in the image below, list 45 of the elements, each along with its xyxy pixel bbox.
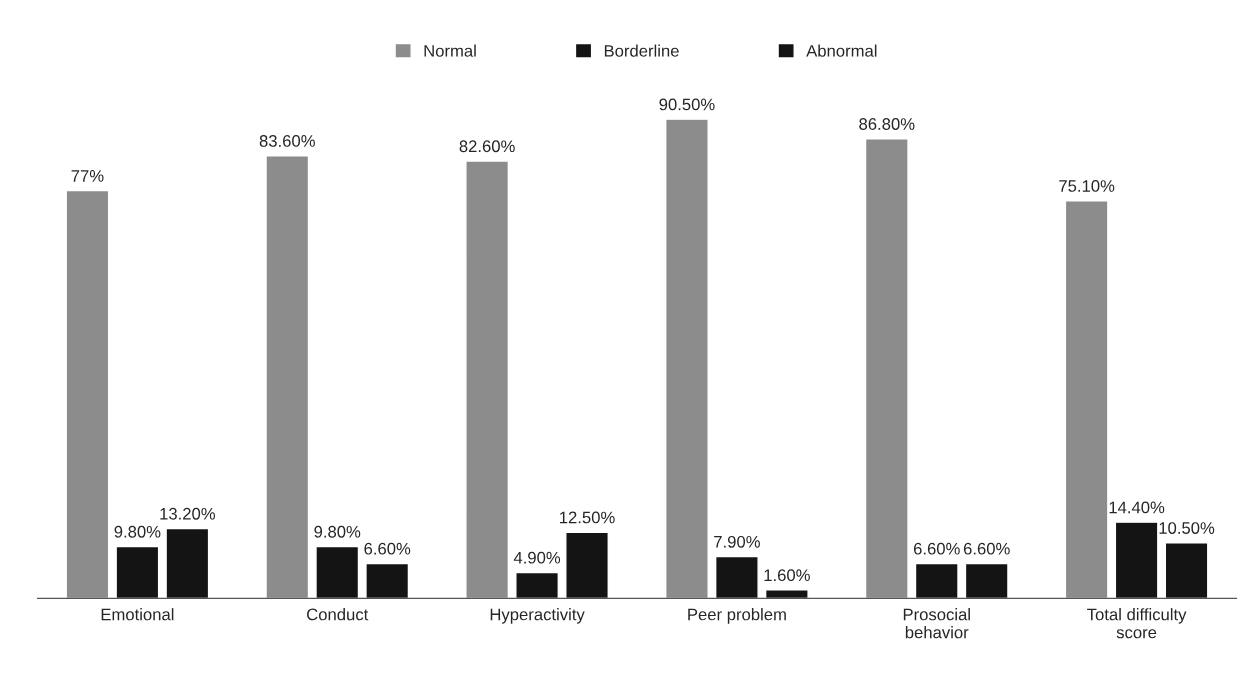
x-tick-label: Hyperactivity [490, 608, 585, 624]
data-label: 82.60% [459, 140, 515, 153]
x-tick-label: Conduct [307, 608, 369, 621]
legend-label: Normal [424, 44, 476, 57]
bar [565, 531, 609, 599]
data-label: 83.60% [259, 135, 315, 147]
data-label: 14.40% [1109, 501, 1165, 514]
bar [764, 589, 809, 599]
data-label: 75.10% [1059, 180, 1115, 192]
bar [315, 545, 360, 599]
bar [465, 160, 510, 599]
x-tick-label: Total difficulty score [1087, 608, 1187, 639]
bar [1164, 542, 1209, 599]
x-tick-label: Prosocial behavior [903, 608, 970, 639]
x-tick-label: Peer problem [688, 608, 786, 624]
bar [665, 118, 709, 599]
bar [165, 527, 210, 599]
data-label: 13.20% [160, 507, 216, 520]
data-label: 10.50% [1159, 522, 1215, 534]
data-label: 1.60% [764, 569, 810, 582]
bar [914, 562, 959, 599]
data-label: 9.80% [314, 525, 361, 538]
bar [515, 571, 559, 599]
bar [365, 562, 410, 599]
bar [714, 555, 759, 599]
bar [964, 562, 1009, 599]
legend-label: Abnormal [806, 44, 877, 57]
bar [864, 138, 909, 599]
data-label: 7.90% [714, 535, 760, 548]
data-label: 77% [71, 170, 104, 182]
bar [115, 545, 160, 599]
bar [65, 189, 110, 599]
legend-label: Borderline [604, 44, 679, 57]
x-tick-label: Emotional [101, 608, 174, 621]
data-label: 86.80% [859, 118, 915, 130]
data-label: 6.60% [913, 542, 960, 555]
data-label: 12.50% [560, 511, 615, 524]
bar [1114, 521, 1159, 599]
data-label: 6.60% [364, 542, 411, 555]
bar [265, 155, 310, 599]
data-label: 9.80% [114, 525, 161, 538]
data-label: 6.60% [963, 542, 1010, 555]
data-label: 4.90% [513, 551, 561, 564]
bar [1064, 200, 1109, 599]
data-label: 90.50% [659, 98, 715, 111]
